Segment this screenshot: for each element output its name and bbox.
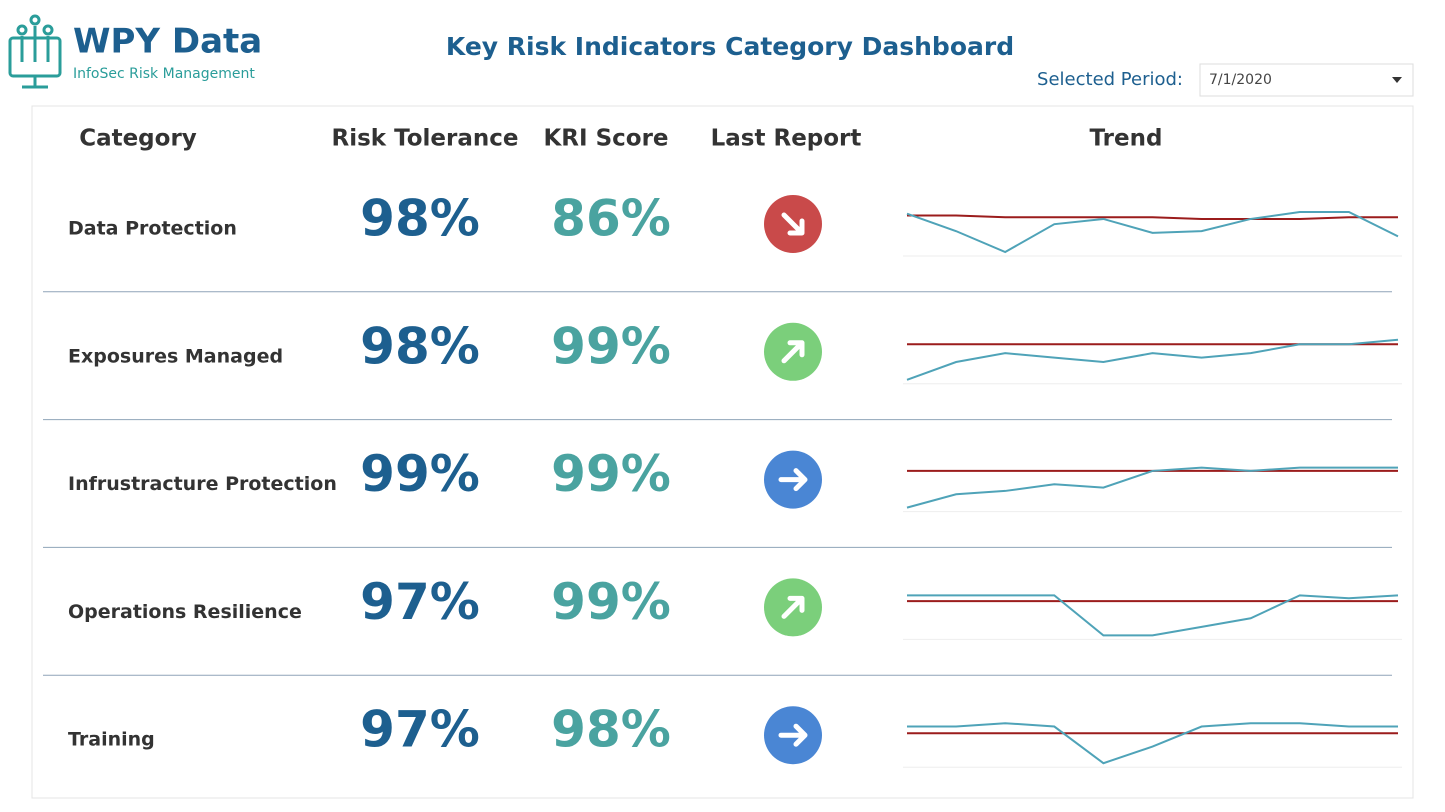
actual-line	[906, 466, 1398, 509]
last-report-icon	[764, 450, 822, 509]
last-report-icon	[764, 322, 822, 381]
last-report-icon	[764, 195, 822, 253]
risk-tolerance: 99%	[360, 445, 480, 503]
dropdown-value[interactable]: 7/1/2020	[1209, 72, 1272, 88]
icon-arrow	[781, 340, 805, 364]
icon-arrow	[778, 468, 808, 492]
category-name: Training	[68, 729, 155, 751]
last-report-icon	[764, 578, 822, 637]
icon-arrow	[781, 595, 805, 619]
icon-arrow	[778, 723, 808, 747]
last-report-icon	[764, 706, 822, 765]
column-header: Category	[79, 126, 197, 152]
kri-score: 99%	[551, 445, 671, 503]
kri-score: 99%	[551, 317, 671, 375]
kri-score: 86%	[551, 190, 671, 248]
risk-tolerance: 98%	[360, 190, 480, 248]
period-dropdown[interactable]: 7/1/2020	[1199, 63, 1414, 97]
actual-line	[906, 211, 1399, 254]
tolerance-line	[907, 214, 1398, 220]
column-header: Last Report	[711, 126, 862, 152]
logo-subtitle: InfoSec Risk Management	[73, 66, 255, 82]
risk-tolerance: 97%	[360, 701, 480, 759]
period-label: Selected Period:	[1037, 69, 1183, 90]
logo-title: WPY Data	[73, 22, 262, 62]
column-header: KRI Score	[543, 126, 668, 152]
actual-line	[906, 338, 1399, 381]
risk-tolerance: 97%	[360, 573, 480, 631]
category-name: Exposures Managed	[68, 345, 283, 367]
table: Category Risk Tolerance KRI Score Last Repo…	[43, 126, 1402, 768]
icon-arrow	[781, 212, 805, 236]
dashboard-title: Key Risk Indicators Category Dashboard	[446, 32, 1014, 61]
logo-icon	[8, 14, 62, 89]
actual-line	[907, 722, 1398, 765]
category-name: Operations Resilience	[68, 601, 302, 623]
category-name: Data Protection	[68, 218, 237, 240]
dropdown-caret[interactable]	[1392, 77, 1402, 83]
category-name: Infrustracture Protection	[68, 473, 337, 495]
column-header: Trend	[1090, 126, 1163, 152]
actual-line	[907, 594, 1399, 637]
risk-tolerance: 98%	[360, 317, 480, 375]
kri-score: 98%	[551, 701, 671, 759]
column-header: Risk Tolerance	[332, 126, 519, 152]
card	[31, 105, 1414, 799]
dropdown-box[interactable]	[1199, 63, 1414, 97]
kri-score: 99%	[551, 573, 671, 631]
